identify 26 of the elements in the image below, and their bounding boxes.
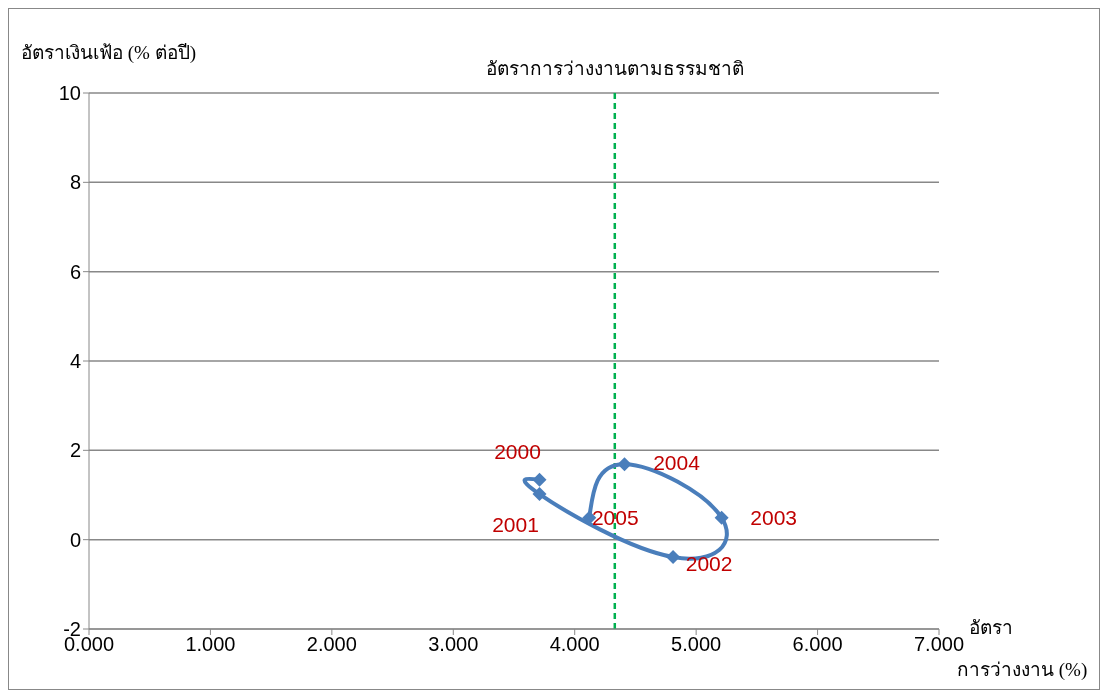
x-tick-label: 1.000 [185,633,236,656]
y-tick-label: 8 [69,171,81,194]
point [617,457,632,472]
x-tick-label: 4.000 [549,633,600,656]
y-tick-label: 10 [58,82,81,105]
annotation: 2004 [653,450,701,474]
annotation: 2005 [591,506,639,530]
ref-line-label: อัตราการว่างงานตามธรรมชาติ [485,58,744,79]
y-tick-label: 4 [69,350,81,373]
x-tick-label: 3.000 [428,633,479,656]
point [666,550,681,565]
y-tick-label: 2 [69,439,81,462]
x-tick-label: 5.000 [671,633,722,656]
y-tick-label: 6 [69,260,81,283]
point [532,487,547,502]
y-axis-title: อัตราเงินเฟ้อ (% ต่อปี) [21,41,196,65]
x-tick-label: 2.000 [306,633,357,656]
annotation: 2003 [750,506,797,530]
x-tick-label: 7.000 [913,633,965,656]
x-tick-label: 6.000 [792,633,843,656]
point [532,472,547,487]
y-tick-label: 0 [69,528,81,551]
point [714,510,729,525]
annotation: 2001 [492,512,539,536]
annotation: 2000 [494,440,541,464]
annotation: 2002 [685,551,733,575]
